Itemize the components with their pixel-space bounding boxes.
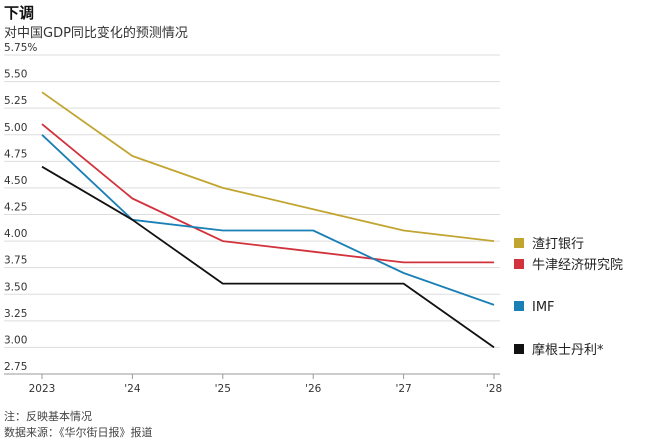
legend-swatch [514, 344, 524, 354]
series-line [41, 123, 494, 264]
chart-subtitle: 对中国GDP同比变化的预测情况 [4, 26, 188, 41]
y-tick-label: 4.00 [4, 228, 27, 240]
x-tick-label: '25 [215, 383, 231, 395]
x-tick-label: '24 [124, 383, 141, 395]
legend-swatch [514, 301, 524, 311]
x-axis-ticks: 2023 '24 '25 '26 '27 '28 [29, 374, 502, 395]
legend-label: 摩根士丹利* [532, 342, 604, 358]
legend-label: 渣打银行 [532, 237, 584, 252]
x-tick-label: '27 [395, 383, 411, 395]
y-tick-label: 3.50 [4, 281, 27, 293]
y-tick-label: 5.00 [4, 122, 27, 134]
legend-label: 牛津经济研究院 [532, 258, 623, 273]
y-tick-label: 5.50 [4, 69, 27, 81]
series-line [41, 165, 495, 349]
y-tick-label: 3.75 [4, 255, 27, 267]
y-tick-label: 2.75 [4, 361, 27, 373]
y-axis-ticks: 5.75% 5.50 5.25 5.00 4.75 4.50 4.25 4.00 3.75 3.5… [4, 42, 37, 373]
x-tick-label: '26 [305, 383, 322, 395]
y-tick-label: 4.75 [4, 148, 27, 160]
legend-label: IMF [532, 300, 555, 315]
x-tick-label: '28 [486, 383, 502, 395]
y-tick-label: 3.25 [4, 308, 27, 320]
y-tick-label: 4.50 [4, 175, 27, 187]
chart-title: 下调 [4, 4, 35, 22]
y-tick-label: 4.25 [4, 202, 27, 214]
series-lines [41, 91, 495, 349]
series-line [41, 91, 495, 242]
series-line [41, 134, 495, 306]
source-note: 数据来源：《华尔街日报》报道 [4, 426, 153, 439]
gridlines [4, 54, 500, 375]
y-tick-label: 5.75% [4, 42, 37, 54]
y-tick-label: 5.25 [4, 95, 27, 107]
legend-swatch [514, 238, 524, 248]
footnote: 注：反映基本情况 [4, 410, 92, 423]
x-tick-label: 2023 [29, 383, 56, 395]
y-tick-label: 3.00 [4, 334, 27, 346]
legend-swatch [514, 259, 524, 269]
